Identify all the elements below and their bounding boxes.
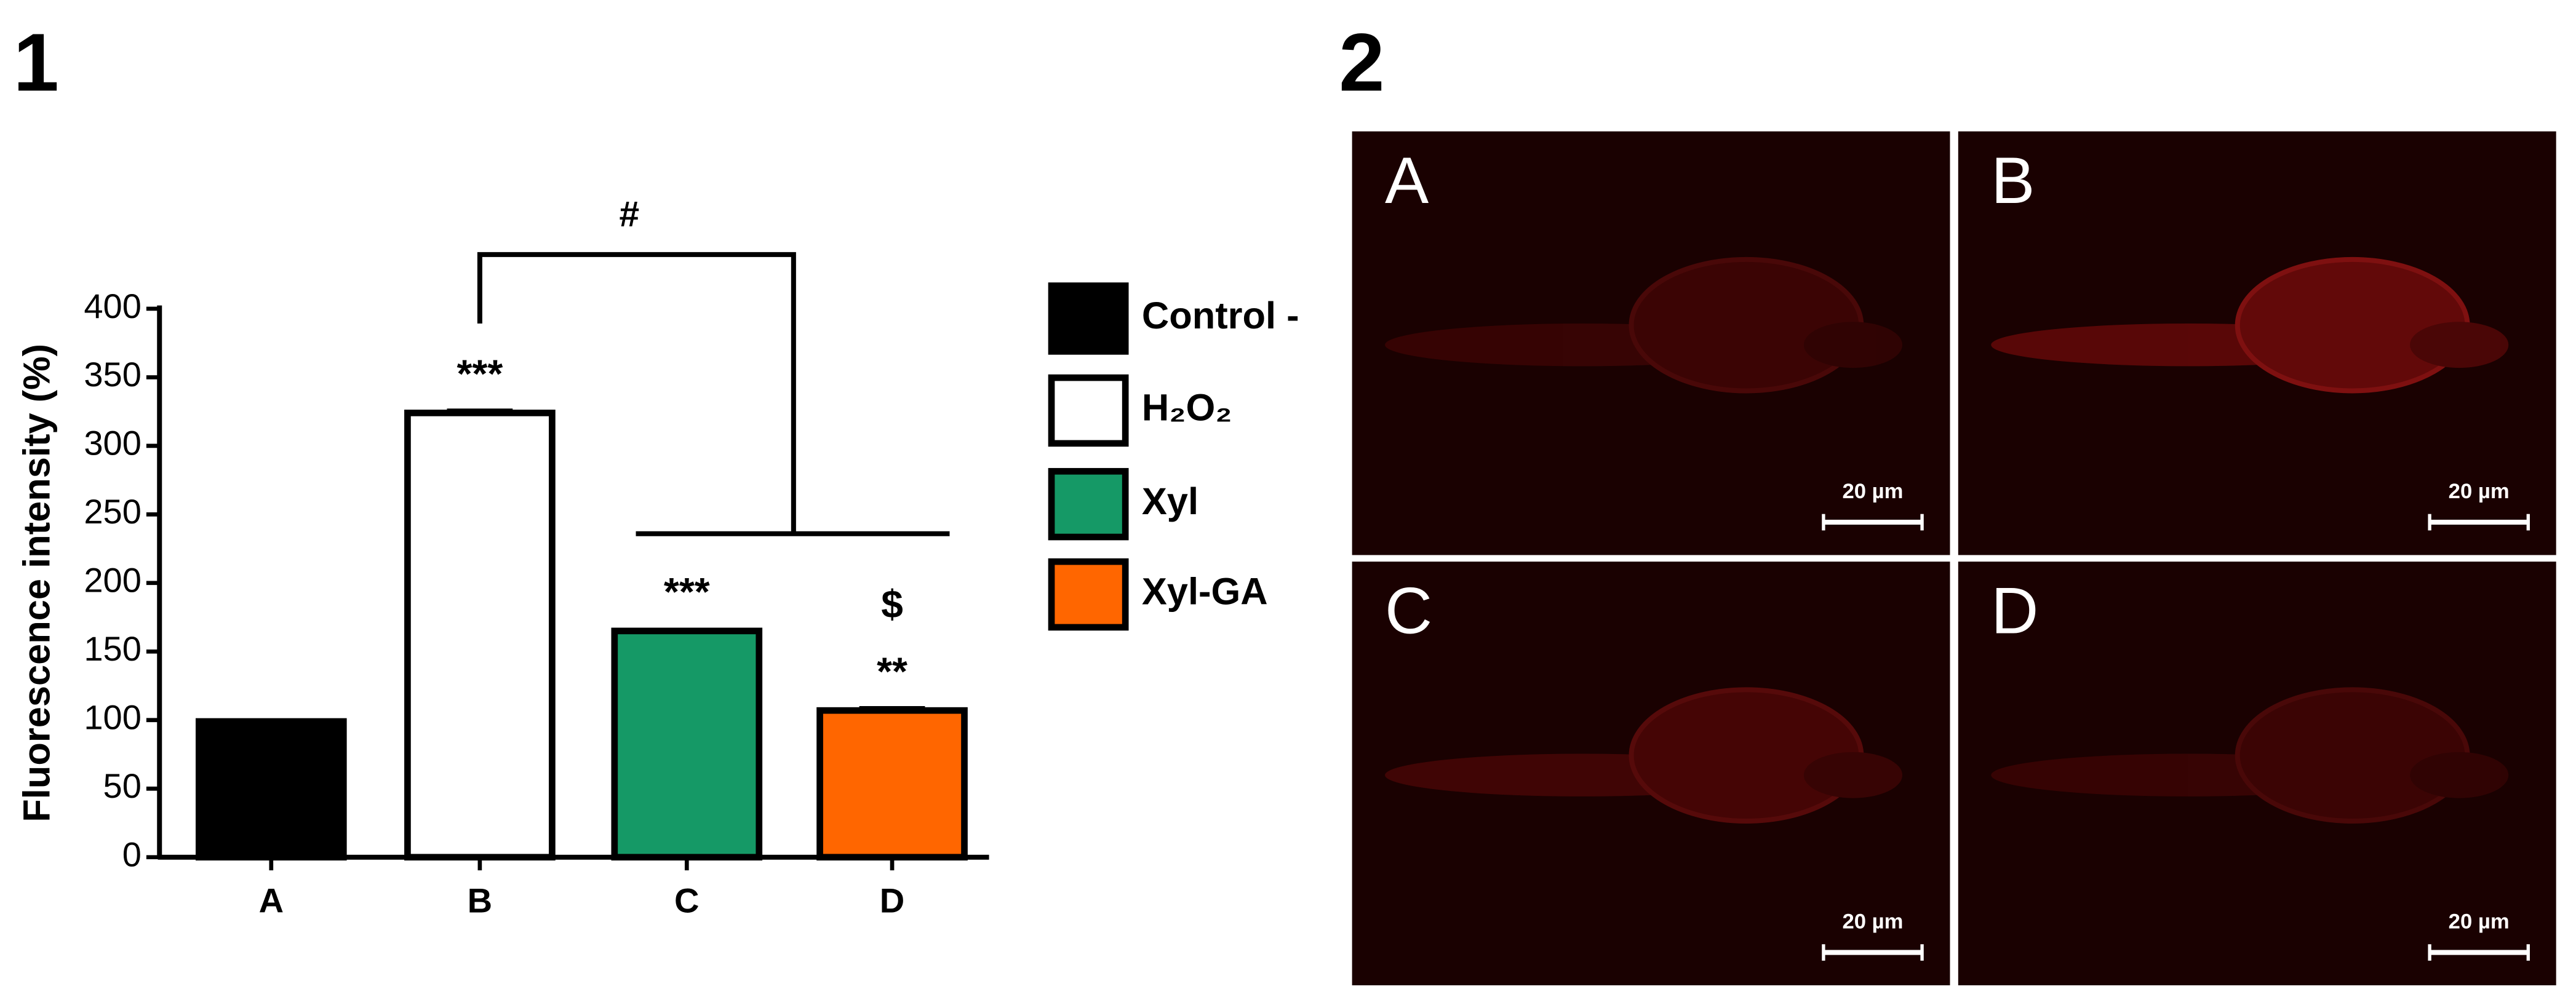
y-tick-label: 300 <box>84 424 142 463</box>
larva <box>1991 687 2509 824</box>
legend-swatch <box>1048 558 1129 631</box>
micrograph-label: A <box>1385 143 1429 217</box>
y-tick-label: 400 <box>84 287 142 325</box>
legend-swatch <box>1048 374 1129 447</box>
y-tick-label: 200 <box>84 561 142 600</box>
larva-head <box>2235 256 2470 394</box>
larva-body <box>1385 323 1779 367</box>
y-axis-label: Fluorescence intensity (%) <box>16 344 58 822</box>
bar <box>816 707 968 861</box>
micrograph-label: B <box>1991 143 2035 217</box>
legend-label: Xyl <box>1142 480 1198 523</box>
y-tick-label: 50 <box>103 766 142 805</box>
scale-bar-label: 20 µm <box>1842 480 1903 503</box>
larva-head <box>1629 687 1864 824</box>
significance-label: *** <box>664 570 710 614</box>
y-tick-label: 0 <box>122 835 142 874</box>
micrograph <box>1352 562 1950 985</box>
larva <box>1385 687 1903 824</box>
y-tick-label: 150 <box>84 629 142 668</box>
bracket-label: # <box>620 194 640 234</box>
larva <box>1385 256 1903 394</box>
legend-swatch <box>1048 467 1129 541</box>
larva <box>1991 256 2509 394</box>
bracket <box>477 252 796 534</box>
larva-yolk <box>1803 752 1903 798</box>
bar <box>611 627 763 861</box>
larva-body <box>1385 753 1779 796</box>
panel-label: 2 <box>1339 17 1384 108</box>
micrograph <box>1352 131 1950 555</box>
y-tick-label: 250 <box>84 492 142 531</box>
legend-label: H₂O₂ <box>1142 387 1232 429</box>
x-tick-label: A <box>259 881 284 920</box>
panel-label: 1 <box>14 17 59 108</box>
significance-label: *** <box>457 352 503 396</box>
y-tick-label: 100 <box>84 698 142 737</box>
larva-body <box>1991 753 2386 796</box>
larva-yolk <box>2410 752 2509 798</box>
larva-yolk <box>2410 322 2509 368</box>
micrograph <box>1958 562 2556 985</box>
scale-bar-label: 20 µm <box>1842 910 1903 934</box>
bar <box>404 410 556 861</box>
legend-label: Xyl-GA <box>1142 571 1268 613</box>
larva-yolk <box>1803 322 1903 368</box>
larva-head <box>2235 687 2470 824</box>
legend-swatch <box>1048 282 1129 355</box>
bar <box>195 718 347 861</box>
larva-head <box>1629 256 1864 394</box>
x-tick-label: D <box>880 881 904 920</box>
x-tick-label: C <box>674 881 699 920</box>
x-tick-label: B <box>468 881 492 920</box>
significance-label: $ <box>881 582 903 626</box>
micrograph-label: D <box>1991 573 2038 647</box>
scale-bar-label: 20 µm <box>2449 480 2510 503</box>
legend-label: Control - <box>1142 295 1299 337</box>
significance-label: ** <box>877 649 907 693</box>
y-tick-label: 350 <box>84 355 142 394</box>
scale-bar-label: 20 µm <box>2449 910 2510 934</box>
micrograph-label: C <box>1385 573 1432 647</box>
